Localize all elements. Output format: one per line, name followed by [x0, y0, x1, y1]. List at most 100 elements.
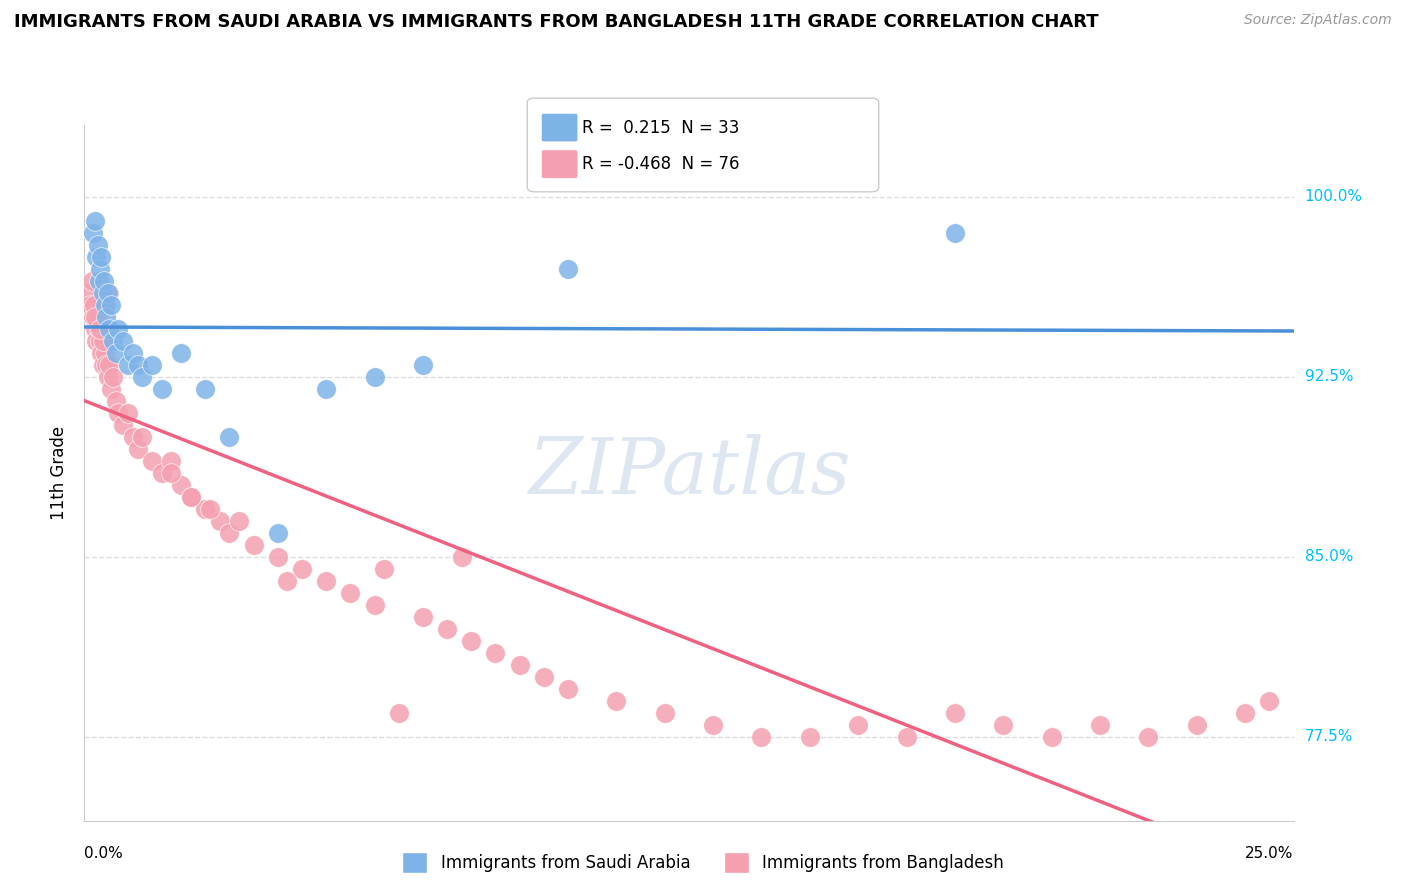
Point	[1258, 694, 1281, 708]
Point	[557, 261, 579, 276]
Point	[84, 322, 107, 336]
Point	[412, 358, 434, 372]
Point	[896, 730, 918, 744]
Point	[267, 525, 290, 540]
Point	[107, 406, 129, 420]
Point	[218, 430, 240, 444]
Point	[1234, 706, 1257, 720]
Point	[194, 382, 217, 396]
Point	[112, 334, 135, 348]
Point	[460, 633, 482, 648]
Point	[373, 562, 395, 576]
Point	[83, 298, 105, 312]
Point	[117, 358, 139, 372]
Point	[94, 310, 117, 324]
Point	[79, 298, 101, 312]
Point	[412, 609, 434, 624]
Point	[91, 334, 114, 348]
Point	[509, 657, 531, 672]
Point	[117, 406, 139, 420]
Point	[315, 382, 337, 396]
Point	[93, 322, 115, 336]
Point	[93, 346, 115, 360]
Point	[87, 322, 110, 336]
Point	[160, 466, 183, 480]
Point	[91, 285, 114, 300]
Y-axis label: 11th Grade: 11th Grade	[51, 425, 69, 520]
Point	[846, 717, 869, 731]
Point	[194, 501, 217, 516]
Point	[131, 369, 153, 384]
Point	[100, 382, 122, 396]
Point	[103, 334, 125, 348]
Text: 25.0%: 25.0%	[1246, 846, 1294, 861]
Point	[436, 622, 458, 636]
Point	[121, 346, 143, 360]
Point	[943, 226, 966, 240]
Point	[242, 538, 264, 552]
Point	[84, 214, 107, 228]
Point	[104, 346, 127, 360]
Point	[702, 717, 724, 731]
Point	[150, 382, 173, 396]
Point	[127, 442, 149, 456]
Text: 77.5%: 77.5%	[1305, 729, 1353, 744]
Point	[339, 585, 361, 599]
Point	[218, 525, 240, 540]
Point	[751, 730, 773, 744]
Point	[799, 730, 821, 744]
Point	[388, 706, 411, 720]
Text: Source: ZipAtlas.com: Source: ZipAtlas.com	[1244, 13, 1392, 28]
Point	[1185, 717, 1208, 731]
Point	[94, 358, 117, 372]
Point	[87, 310, 110, 324]
Point	[131, 430, 153, 444]
Point	[89, 261, 111, 276]
Point	[93, 334, 115, 348]
Point	[141, 358, 163, 372]
Legend: Immigrants from Saudi Arabia, Immigrants from Bangladesh: Immigrants from Saudi Arabia, Immigrants…	[395, 846, 1011, 880]
Point	[654, 706, 676, 720]
Point	[605, 694, 627, 708]
Point	[557, 681, 579, 696]
Point	[363, 369, 385, 384]
Point	[484, 646, 506, 660]
Point	[198, 501, 221, 516]
Point	[89, 322, 111, 336]
Point	[87, 237, 110, 252]
Text: IMMIGRANTS FROM SAUDI ARABIA VS IMMIGRANTS FROM BANGLADESH 11TH GRADE CORRELATIO: IMMIGRANTS FROM SAUDI ARABIA VS IMMIGRAN…	[14, 13, 1098, 31]
Point	[291, 562, 314, 576]
Point	[87, 274, 110, 288]
Point	[127, 358, 149, 372]
Point	[208, 514, 231, 528]
Text: 85.0%: 85.0%	[1305, 549, 1353, 565]
Point	[160, 454, 183, 468]
Point	[1040, 730, 1063, 744]
Point	[141, 454, 163, 468]
Point	[180, 490, 202, 504]
Point	[97, 358, 120, 372]
Point	[86, 250, 108, 264]
Point	[82, 226, 104, 240]
Point	[228, 514, 250, 528]
Point	[107, 322, 129, 336]
Point	[363, 598, 385, 612]
Text: 0.0%: 0.0%	[84, 846, 124, 861]
Point	[533, 670, 555, 684]
Point	[103, 369, 125, 384]
Point	[450, 549, 472, 564]
Point	[100, 298, 122, 312]
Point	[77, 285, 100, 300]
Point	[1137, 730, 1160, 744]
Text: R = -0.468  N = 76: R = -0.468 N = 76	[582, 155, 740, 173]
Point	[82, 310, 104, 324]
Point	[90, 346, 112, 360]
Point	[112, 417, 135, 432]
Point	[150, 466, 173, 480]
Point	[93, 274, 115, 288]
Point	[180, 490, 202, 504]
Point	[97, 369, 120, 384]
Point	[84, 310, 107, 324]
Point	[97, 285, 120, 300]
Point	[93, 298, 115, 312]
